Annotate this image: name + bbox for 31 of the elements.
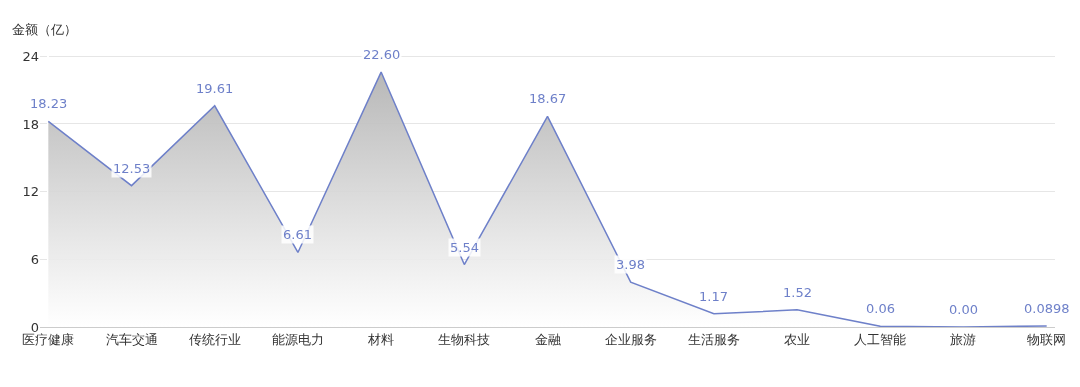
- data-label: 19.61: [196, 81, 234, 96]
- y-tick-label: 24: [22, 48, 39, 64]
- data-label: 1.52: [783, 285, 812, 300]
- data-label: 18.23: [30, 96, 68, 111]
- data-label: 0.06: [866, 301, 895, 316]
- y-tick-label: 18: [22, 116, 39, 132]
- x-tick-label: 物联网: [1027, 331, 1067, 347]
- x-tick-label: 人工智能: [854, 331, 907, 347]
- x-tick-label: 生活服务: [687, 331, 740, 347]
- x-tick-label: 旅游: [950, 331, 977, 347]
- data-label: 18.67: [529, 91, 567, 106]
- x-tick-label: 生物科技: [438, 331, 491, 347]
- x-tick-label: 金融: [534, 331, 561, 347]
- x-tick-label: 企业服务: [604, 331, 657, 347]
- y-axis-title: 金额（亿）: [12, 22, 77, 37]
- data-label: 6.61: [283, 227, 312, 242]
- y-tick-label: 6: [30, 251, 39, 267]
- x-tick-label: 传统行业: [188, 331, 241, 347]
- x-tick-label: 农业: [784, 331, 811, 347]
- y-tick-label: 12: [22, 184, 39, 200]
- data-label: 3.98: [616, 257, 645, 272]
- x-tick-label: 汽车交通: [105, 331, 158, 347]
- data-label: 12.53: [113, 161, 151, 176]
- data-label: 5.54: [450, 240, 479, 255]
- x-tick-label: 能源电力: [271, 331, 324, 347]
- x-tick-label: 医疗健康: [22, 331, 75, 347]
- data-label: 0.00: [949, 302, 978, 317]
- data-label: 1.17: [699, 289, 728, 304]
- data-label: 22.60: [363, 47, 401, 62]
- data-label: 0.0898: [1024, 301, 1070, 316]
- x-tick-label: 材料: [367, 331, 395, 347]
